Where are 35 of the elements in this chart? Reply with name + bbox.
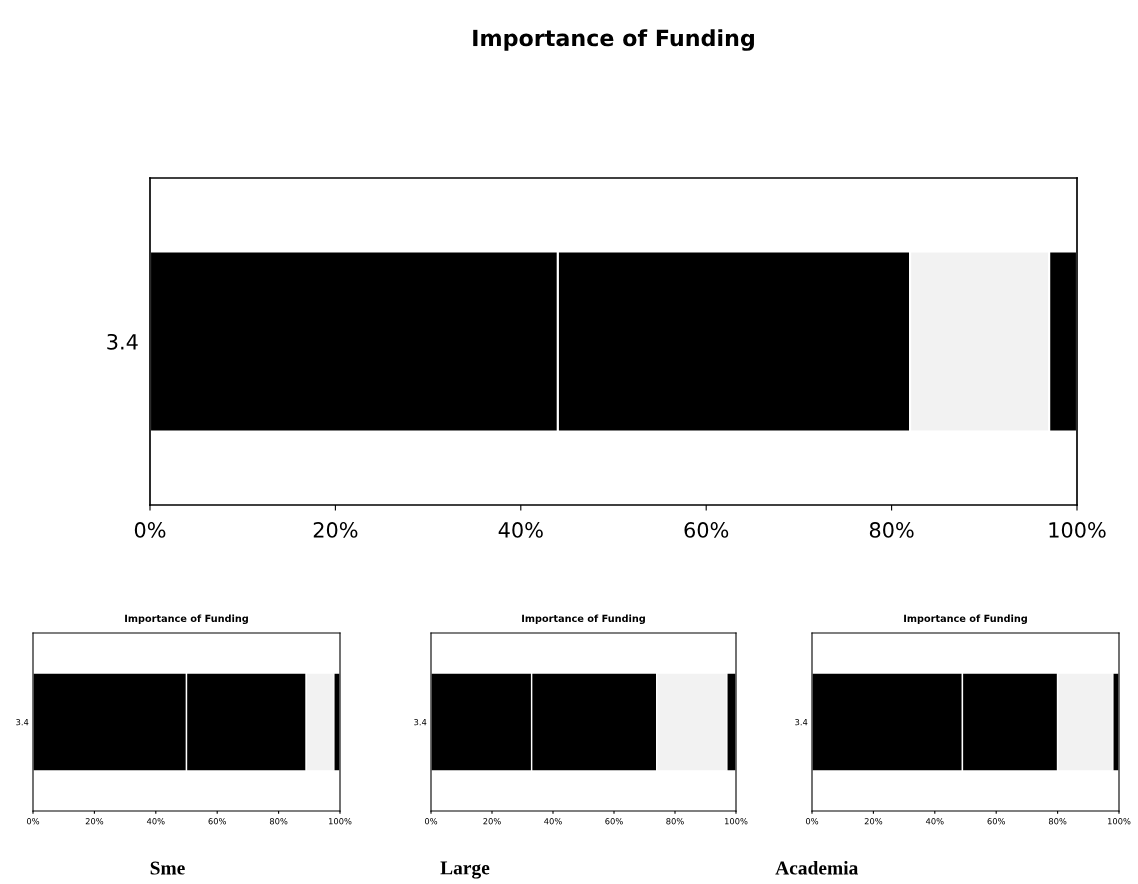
x-tick-label: 80% [666,818,684,825]
y-tick-label: 3.4 [795,718,808,726]
x-tick-label: 40% [925,818,944,825]
chart-title: Importance of Funding [125,614,248,624]
text: Academia [775,860,859,875]
x-tick-label: 60% [684,522,729,538]
x-tick-label: 100% [329,818,352,825]
x-tick-label: 60% [605,818,623,825]
x-tick-label: 0% [26,818,40,825]
x-tick-label: 0% [424,818,438,825]
y-tick-label: 3.4 [16,718,29,726]
text: Sme [150,861,185,875]
x-tick-label: 60% [987,818,1005,825]
x-tick-label: 40% [498,522,543,538]
x-tick-label: 20% [313,522,358,538]
chart-title: Importance of Funding [473,29,754,51]
x-tick-label: 100% [1049,522,1106,538]
y-tick-label: 3.4 [107,333,138,350]
x-tick-label: 60% [208,818,226,825]
x-tick-label: 80% [269,818,288,825]
x-tick-label: 0% [134,522,166,538]
x-tick-label: 100% [725,818,748,825]
x-tick-label: 20% [85,818,104,825]
x-tick-label: 20% [483,818,501,825]
chart-title: Importance of Funding [904,614,1027,624]
y-tick-label: 3.4 [414,718,427,726]
x-tick-label: 100% [1108,818,1131,825]
text: Large [440,861,490,879]
x-tick-label: 20% [864,818,883,825]
x-tick-label: 80% [1048,818,1067,825]
x-tick-label: 40% [146,818,165,825]
chart-title: Importance of Funding [522,614,645,624]
x-tick-label: 40% [544,818,562,825]
x-tick-label: 80% [869,522,914,538]
x-tick-label: 0% [805,818,819,825]
